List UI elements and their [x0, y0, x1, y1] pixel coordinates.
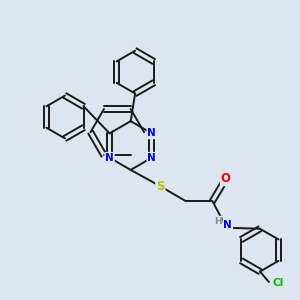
- Text: O: O: [221, 172, 231, 185]
- Text: Cl: Cl: [273, 278, 284, 289]
- Text: S: S: [156, 180, 165, 193]
- Text: N: N: [147, 128, 156, 138]
- Text: N: N: [105, 153, 114, 163]
- Text: H: H: [214, 217, 222, 226]
- Text: N: N: [147, 153, 156, 163]
- Text: N: N: [224, 220, 232, 230]
